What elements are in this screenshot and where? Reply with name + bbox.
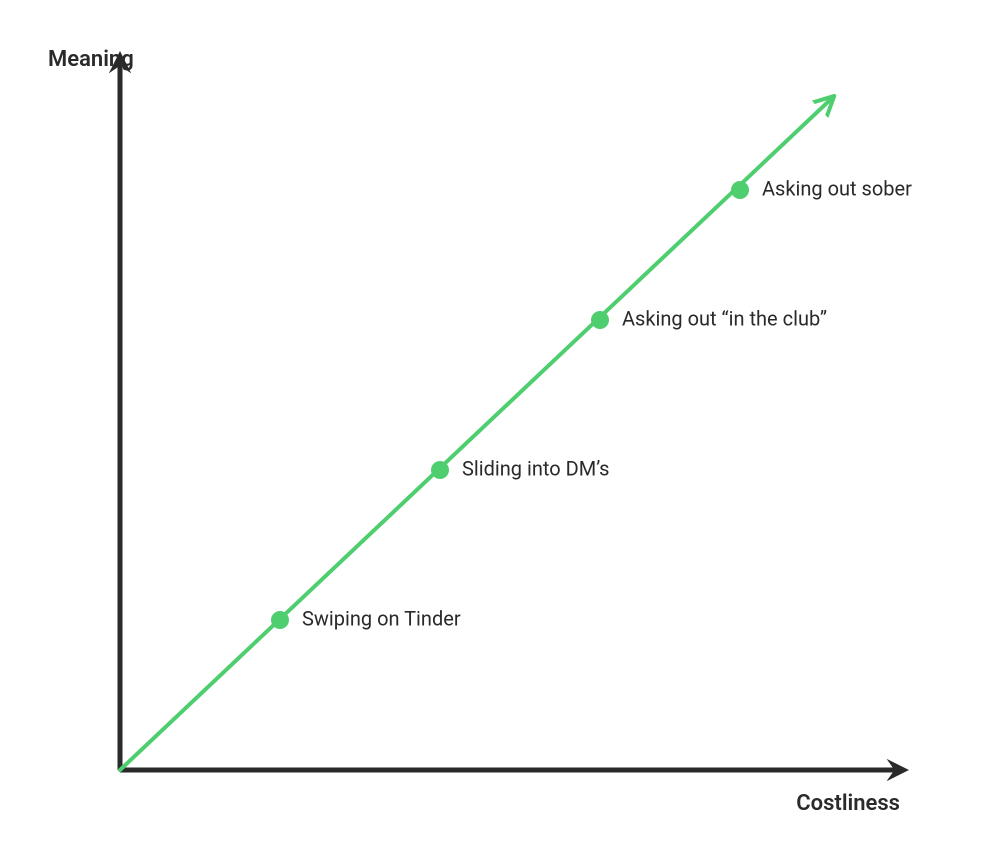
data-point-label: Asking out “in the club” bbox=[622, 306, 827, 330]
y-axis-label: Meaning bbox=[48, 47, 134, 72]
data-point-label: Asking out sober bbox=[762, 176, 912, 200]
data-point bbox=[731, 181, 749, 199]
meaning-vs-costliness-chart: Swiping on Tinder Sliding into DM’s Asking… bbox=[0, 0, 1004, 855]
data-point bbox=[431, 461, 449, 479]
x-axis-label: Costliness bbox=[796, 791, 900, 816]
data-point-label: Swiping on Tinder bbox=[302, 606, 461, 630]
trend-line bbox=[120, 100, 830, 770]
data-point bbox=[271, 611, 289, 629]
data-point bbox=[591, 311, 609, 329]
data-point-label: Sliding into DM’s bbox=[462, 456, 609, 480]
